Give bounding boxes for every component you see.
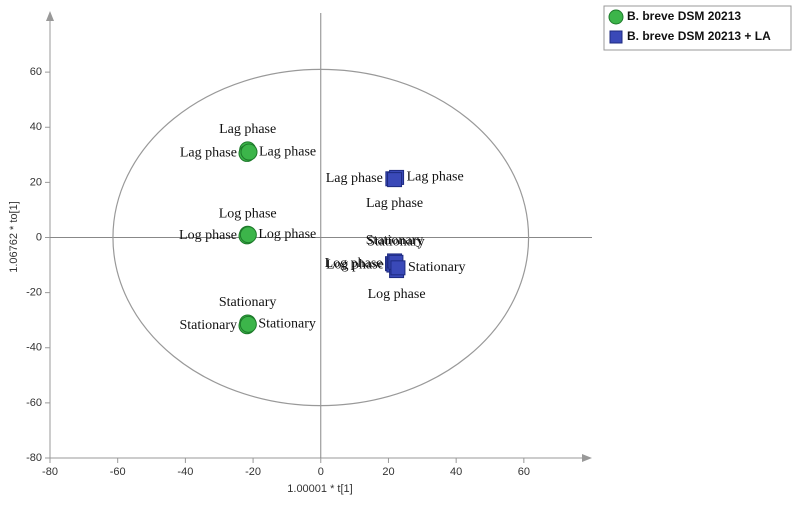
legend-label: B. breve DSM 20213	[627, 9, 741, 23]
x-tick-label: -80	[42, 466, 58, 478]
x-tick-label: 40	[450, 466, 462, 478]
point-label: Stationary	[408, 260, 466, 275]
point-label: Lag phase	[180, 146, 237, 161]
x-tick-label: -60	[110, 466, 126, 478]
point	[240, 143, 258, 161]
y-tick-label: 40	[30, 121, 42, 133]
x-tick-label: 60	[518, 466, 530, 478]
hotelling-ellipse	[112, 68, 530, 407]
point-label: Lag phase	[219, 122, 276, 137]
y-arrow	[46, 11, 54, 21]
y-tick-label: -60	[26, 397, 42, 409]
legend-box	[603, 5, 792, 51]
point-label: Log phase	[179, 228, 237, 243]
y-tick-label: 60	[30, 66, 42, 78]
y-tick-label: 20	[30, 176, 42, 188]
point	[239, 315, 257, 333]
legend-label: B. breve DSM 20213 + LA	[627, 29, 771, 43]
point-label: Lag phase	[366, 196, 423, 211]
point-label: Stationary	[367, 235, 425, 250]
point-label: Stationary	[179, 318, 237, 333]
point-label: Stationary	[219, 295, 277, 310]
point-label: Stationary	[366, 233, 424, 248]
point-label: Log phase	[258, 227, 316, 242]
x-tick-label: -20	[245, 466, 261, 478]
point-label: Log phase	[219, 206, 277, 221]
x-arrow	[582, 454, 592, 462]
x-tick-label: 0	[318, 466, 324, 478]
legend-marker	[608, 9, 624, 25]
point-label: Log phase	[326, 257, 384, 272]
point-label: Log phase	[325, 256, 383, 271]
y-tick-label: -20	[26, 287, 42, 299]
point-label: Stationary	[258, 317, 316, 332]
x-tick-label: 20	[382, 466, 394, 478]
y-tick-label: -40	[26, 342, 42, 354]
y-tick-label: -80	[26, 452, 42, 464]
point	[387, 172, 403, 188]
point-label: Log phase	[368, 287, 426, 302]
x-axis-label: 1.00001 * t[1]	[287, 483, 352, 495]
point	[239, 226, 257, 244]
point	[390, 260, 406, 276]
point-label: Lag phase	[326, 171, 383, 186]
y-axis-label: 1.06762 * to[1]	[8, 201, 20, 273]
x-tick-label: -40	[177, 466, 193, 478]
y-tick-label: 0	[36, 231, 42, 243]
point-label: Lag phase	[407, 170, 464, 185]
point-label: Lag phase	[259, 144, 316, 159]
legend-marker	[609, 30, 623, 44]
